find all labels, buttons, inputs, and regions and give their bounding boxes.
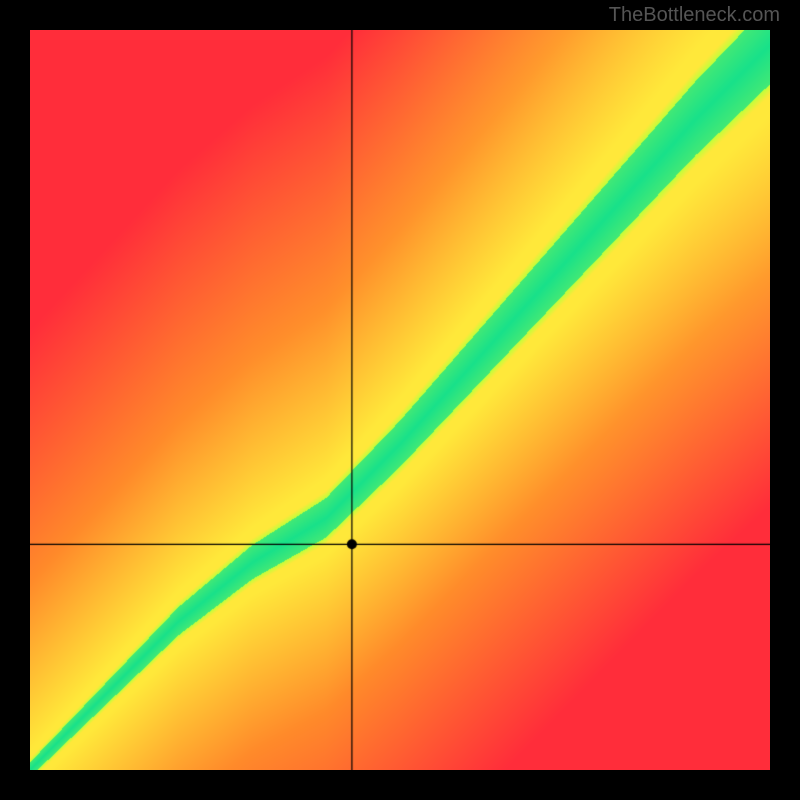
chart-container: TheBottleneck.com <box>0 0 800 800</box>
watermark-text: TheBottleneck.com <box>609 4 780 27</box>
heatmap-plot-area <box>30 30 770 770</box>
heatmap-canvas <box>30 30 770 770</box>
